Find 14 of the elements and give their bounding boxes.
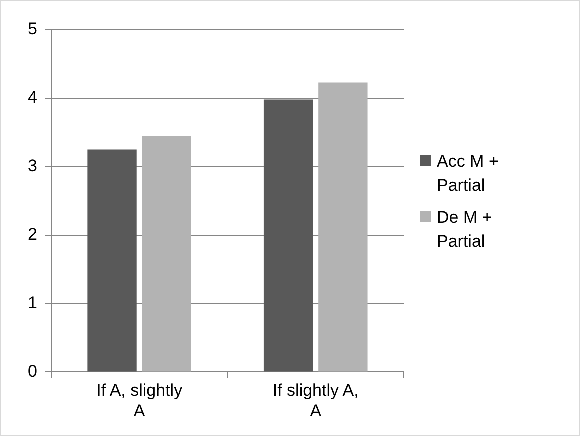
bar: [318, 82, 368, 372]
y-tick-label: 4: [28, 88, 38, 108]
bar: [88, 150, 137, 372]
bar: [264, 100, 314, 372]
y-tick-label: 1: [28, 293, 38, 312]
x-tick-label: If slightly A, A: [272, 381, 359, 420]
y-tick-label: 3: [28, 156, 38, 176]
legend-label: De M + Partial: [437, 207, 494, 253]
legend-label: Acc M + Partial: [437, 151, 500, 197]
y-tick-label: 5: [28, 20, 38, 39]
y-tick-label: 0: [28, 362, 38, 381]
x-tick-label: If A, slightly A: [96, 381, 184, 420]
y-tick-label: 2: [28, 225, 38, 244]
bar: [142, 136, 192, 372]
